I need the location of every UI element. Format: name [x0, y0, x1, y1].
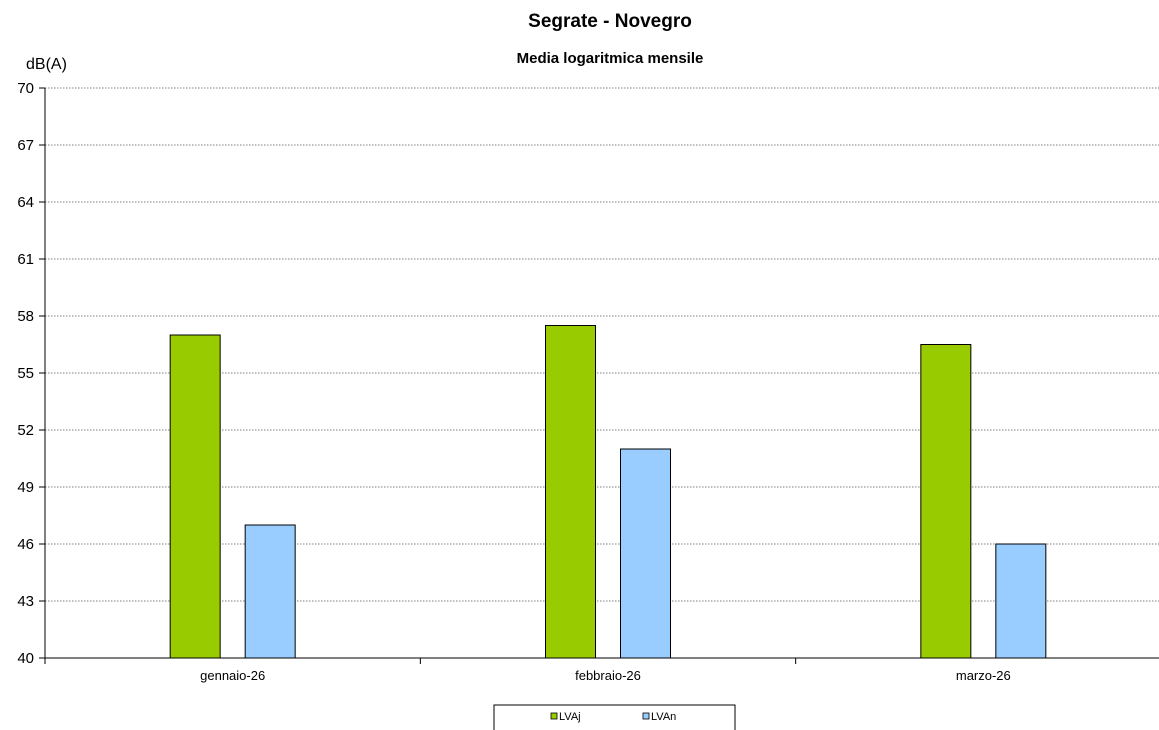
y-tick-label: 52	[17, 422, 34, 439]
x-tick-labels: gennaio-26 febbraio-26 marzo-26	[200, 668, 1011, 683]
y-tick-label: 67	[17, 137, 34, 154]
y-tick-label: 55	[17, 365, 34, 382]
bar-lvaj-gennaio-26	[169, 334, 221, 659]
y-tick-label: 49	[17, 479, 34, 496]
x-tick-label: marzo-26	[956, 668, 1011, 683]
y-tick-label: 70	[17, 80, 34, 97]
y-tick-label: 58	[17, 308, 34, 325]
y-tick-label: 64	[17, 194, 34, 211]
chart-subtitle: Media logaritmica mensile	[517, 50, 704, 67]
y-axis-label: dB(A)	[26, 56, 67, 73]
y-tick-label: 40	[17, 650, 34, 667]
legend-label-lvaj: LVAj	[559, 711, 581, 723]
bar-lvaj-febbraio-26	[545, 325, 596, 659]
legend-label-lvan: LVAn	[651, 711, 676, 723]
legend: LVAj LVAn	[493, 704, 736, 730]
bar-lvan-gennaio-26	[244, 524, 296, 659]
y-tick-labels: 40 43 46 49 52 55 58 61 64 67 70	[17, 80, 34, 667]
bar-lvaj-marzo-26	[920, 344, 972, 659]
y-tick-label: 43	[17, 593, 34, 610]
bar-lvan-marzo-26	[995, 543, 1047, 659]
x-tick-label: gennaio-26	[200, 668, 265, 683]
chart-title: Segrate - Novegro	[528, 11, 692, 32]
legend-box	[493, 704, 736, 730]
y-tick-label: 46	[17, 536, 34, 553]
legend-swatch-lvan	[642, 712, 650, 720]
legend-items: LVAj LVAn	[550, 711, 676, 723]
legend-swatch-lvaj	[550, 712, 558, 720]
bars	[169, 325, 1047, 659]
axes	[39, 87, 1159, 664]
bar-lvan-febbraio-26	[620, 448, 671, 659]
x-tick-label: febbraio-26	[575, 668, 641, 683]
y-tick-label: 61	[17, 251, 34, 268]
